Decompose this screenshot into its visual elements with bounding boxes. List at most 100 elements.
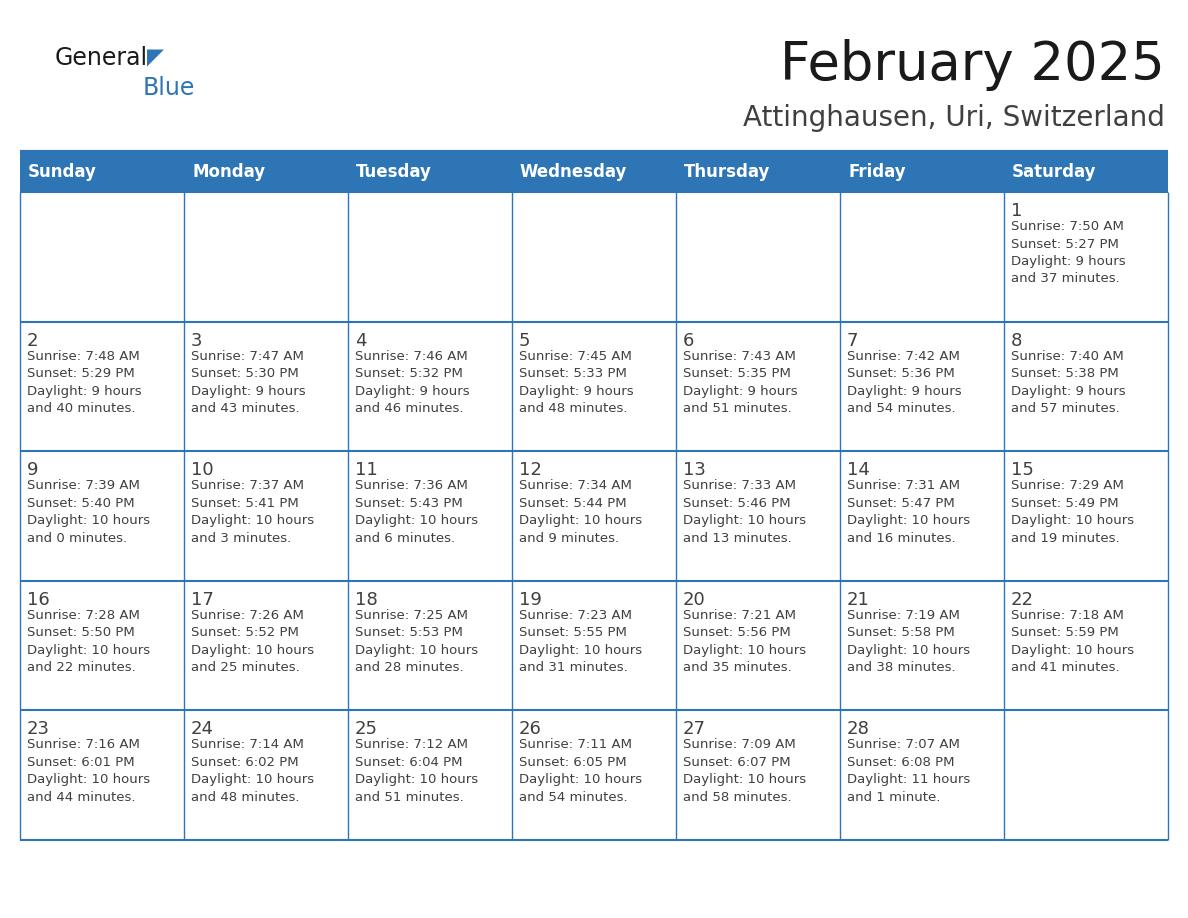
Bar: [348, 581, 512, 711]
Bar: [20, 452, 184, 581]
Bar: [20, 581, 184, 711]
Text: Sunrise: 7:37 AM
Sunset: 5:41 PM
Daylight: 10 hours
and 3 minutes.: Sunrise: 7:37 AM Sunset: 5:41 PM Dayligh…: [191, 479, 314, 544]
Text: Sunrise: 7:34 AM
Sunset: 5:44 PM
Daylight: 10 hours
and 9 minutes.: Sunrise: 7:34 AM Sunset: 5:44 PM Dayligh…: [519, 479, 643, 544]
Bar: [348, 711, 512, 840]
Bar: [184, 711, 348, 840]
Bar: [840, 321, 1004, 452]
Bar: [840, 581, 1004, 711]
Bar: [348, 192, 512, 321]
Text: 23: 23: [27, 721, 50, 738]
Bar: [676, 192, 840, 321]
Bar: [840, 452, 1004, 581]
Text: Sunrise: 7:25 AM
Sunset: 5:53 PM
Daylight: 10 hours
and 28 minutes.: Sunrise: 7:25 AM Sunset: 5:53 PM Dayligh…: [355, 609, 478, 675]
Text: Sunrise: 7:48 AM
Sunset: 5:29 PM
Daylight: 9 hours
and 40 minutes.: Sunrise: 7:48 AM Sunset: 5:29 PM Dayligh…: [27, 350, 141, 415]
Text: Blue: Blue: [143, 76, 195, 100]
Text: Sunrise: 7:23 AM
Sunset: 5:55 PM
Daylight: 10 hours
and 31 minutes.: Sunrise: 7:23 AM Sunset: 5:55 PM Dayligh…: [519, 609, 643, 675]
Text: 7: 7: [847, 331, 859, 350]
Text: 21: 21: [847, 591, 870, 609]
Bar: [676, 581, 840, 711]
Text: Sunrise: 7:46 AM
Sunset: 5:32 PM
Daylight: 9 hours
and 46 minutes.: Sunrise: 7:46 AM Sunset: 5:32 PM Dayligh…: [355, 350, 469, 415]
Text: 13: 13: [683, 461, 706, 479]
Bar: [184, 321, 348, 452]
Text: Sunrise: 7:47 AM
Sunset: 5:30 PM
Daylight: 9 hours
and 43 minutes.: Sunrise: 7:47 AM Sunset: 5:30 PM Dayligh…: [191, 350, 305, 415]
Text: Sunrise: 7:12 AM
Sunset: 6:04 PM
Daylight: 10 hours
and 51 minutes.: Sunrise: 7:12 AM Sunset: 6:04 PM Dayligh…: [355, 738, 478, 804]
Bar: [184, 581, 348, 711]
Text: 9: 9: [27, 461, 38, 479]
Text: Wednesday: Wednesday: [520, 163, 627, 181]
Text: February 2025: February 2025: [781, 39, 1165, 91]
Text: 12: 12: [519, 461, 542, 479]
Bar: [512, 452, 676, 581]
Bar: [676, 711, 840, 840]
Text: 8: 8: [1011, 331, 1023, 350]
Text: Sunrise: 7:42 AM
Sunset: 5:36 PM
Daylight: 9 hours
and 54 minutes.: Sunrise: 7:42 AM Sunset: 5:36 PM Dayligh…: [847, 350, 961, 415]
Bar: [348, 452, 512, 581]
Text: Sunrise: 7:31 AM
Sunset: 5:47 PM
Daylight: 10 hours
and 16 minutes.: Sunrise: 7:31 AM Sunset: 5:47 PM Dayligh…: [847, 479, 971, 544]
Text: Monday: Monday: [192, 163, 265, 181]
Bar: [840, 192, 1004, 321]
Bar: [1004, 581, 1168, 711]
Bar: [512, 321, 676, 452]
Text: Sunrise: 7:39 AM
Sunset: 5:40 PM
Daylight: 10 hours
and 0 minutes.: Sunrise: 7:39 AM Sunset: 5:40 PM Dayligh…: [27, 479, 150, 544]
Text: 4: 4: [355, 331, 367, 350]
Text: 17: 17: [191, 591, 214, 609]
Text: 15: 15: [1011, 461, 1034, 479]
Text: 16: 16: [27, 591, 50, 609]
Polygon shape: [147, 50, 164, 66]
Bar: [840, 711, 1004, 840]
Text: Sunday: Sunday: [29, 163, 97, 181]
Text: Sunrise: 7:09 AM
Sunset: 6:07 PM
Daylight: 10 hours
and 58 minutes.: Sunrise: 7:09 AM Sunset: 6:07 PM Dayligh…: [683, 738, 807, 804]
Bar: [1004, 711, 1168, 840]
Text: Sunrise: 7:14 AM
Sunset: 6:02 PM
Daylight: 10 hours
and 48 minutes.: Sunrise: 7:14 AM Sunset: 6:02 PM Dayligh…: [191, 738, 314, 804]
Text: 10: 10: [191, 461, 214, 479]
Text: 24: 24: [191, 721, 214, 738]
Text: 22: 22: [1011, 591, 1034, 609]
Text: 28: 28: [847, 721, 870, 738]
Bar: [512, 192, 676, 321]
Text: 11: 11: [355, 461, 378, 479]
Bar: [676, 452, 840, 581]
Bar: [512, 711, 676, 840]
Text: 27: 27: [683, 721, 706, 738]
Text: Friday: Friday: [848, 163, 905, 181]
Bar: [20, 192, 184, 321]
Text: 25: 25: [355, 721, 378, 738]
Text: 20: 20: [683, 591, 706, 609]
Text: Sunrise: 7:16 AM
Sunset: 6:01 PM
Daylight: 10 hours
and 44 minutes.: Sunrise: 7:16 AM Sunset: 6:01 PM Dayligh…: [27, 738, 150, 804]
Bar: [512, 581, 676, 711]
Text: Sunrise: 7:29 AM
Sunset: 5:49 PM
Daylight: 10 hours
and 19 minutes.: Sunrise: 7:29 AM Sunset: 5:49 PM Dayligh…: [1011, 479, 1135, 544]
Text: 18: 18: [355, 591, 378, 609]
Bar: [1004, 452, 1168, 581]
Text: Attinghausen, Uri, Switzerland: Attinghausen, Uri, Switzerland: [744, 104, 1165, 132]
Text: 3: 3: [191, 331, 202, 350]
Bar: [348, 321, 512, 452]
Text: Sunrise: 7:21 AM
Sunset: 5:56 PM
Daylight: 10 hours
and 35 minutes.: Sunrise: 7:21 AM Sunset: 5:56 PM Dayligh…: [683, 609, 807, 675]
Text: 5: 5: [519, 331, 531, 350]
Bar: [1004, 321, 1168, 452]
Text: Sunrise: 7:50 AM
Sunset: 5:27 PM
Daylight: 9 hours
and 37 minutes.: Sunrise: 7:50 AM Sunset: 5:27 PM Dayligh…: [1011, 220, 1125, 285]
Text: Sunrise: 7:26 AM
Sunset: 5:52 PM
Daylight: 10 hours
and 25 minutes.: Sunrise: 7:26 AM Sunset: 5:52 PM Dayligh…: [191, 609, 314, 675]
Text: Sunrise: 7:36 AM
Sunset: 5:43 PM
Daylight: 10 hours
and 6 minutes.: Sunrise: 7:36 AM Sunset: 5:43 PM Dayligh…: [355, 479, 478, 544]
Bar: [20, 711, 184, 840]
Text: 2: 2: [27, 331, 38, 350]
Text: Sunrise: 7:18 AM
Sunset: 5:59 PM
Daylight: 10 hours
and 41 minutes.: Sunrise: 7:18 AM Sunset: 5:59 PM Dayligh…: [1011, 609, 1135, 675]
Text: Sunrise: 7:11 AM
Sunset: 6:05 PM
Daylight: 10 hours
and 54 minutes.: Sunrise: 7:11 AM Sunset: 6:05 PM Dayligh…: [519, 738, 643, 804]
Text: 19: 19: [519, 591, 542, 609]
Text: General: General: [55, 46, 148, 70]
Text: Thursday: Thursday: [684, 163, 770, 181]
Text: Tuesday: Tuesday: [356, 163, 432, 181]
Text: Sunrise: 7:45 AM
Sunset: 5:33 PM
Daylight: 9 hours
and 48 minutes.: Sunrise: 7:45 AM Sunset: 5:33 PM Dayligh…: [519, 350, 633, 415]
Bar: [184, 452, 348, 581]
Text: Sunrise: 7:40 AM
Sunset: 5:38 PM
Daylight: 9 hours
and 57 minutes.: Sunrise: 7:40 AM Sunset: 5:38 PM Dayligh…: [1011, 350, 1125, 415]
Bar: [1004, 192, 1168, 321]
Bar: [20, 152, 1168, 192]
Text: Sunrise: 7:28 AM
Sunset: 5:50 PM
Daylight: 10 hours
and 22 minutes.: Sunrise: 7:28 AM Sunset: 5:50 PM Dayligh…: [27, 609, 150, 675]
Text: 26: 26: [519, 721, 542, 738]
Text: Sunrise: 7:07 AM
Sunset: 6:08 PM
Daylight: 11 hours
and 1 minute.: Sunrise: 7:07 AM Sunset: 6:08 PM Dayligh…: [847, 738, 971, 804]
Text: 1: 1: [1011, 202, 1023, 220]
Bar: [676, 321, 840, 452]
Text: Sunrise: 7:33 AM
Sunset: 5:46 PM
Daylight: 10 hours
and 13 minutes.: Sunrise: 7:33 AM Sunset: 5:46 PM Dayligh…: [683, 479, 807, 544]
Text: Sunrise: 7:19 AM
Sunset: 5:58 PM
Daylight: 10 hours
and 38 minutes.: Sunrise: 7:19 AM Sunset: 5:58 PM Dayligh…: [847, 609, 971, 675]
Text: Sunrise: 7:43 AM
Sunset: 5:35 PM
Daylight: 9 hours
and 51 minutes.: Sunrise: 7:43 AM Sunset: 5:35 PM Dayligh…: [683, 350, 797, 415]
Text: 6: 6: [683, 331, 694, 350]
